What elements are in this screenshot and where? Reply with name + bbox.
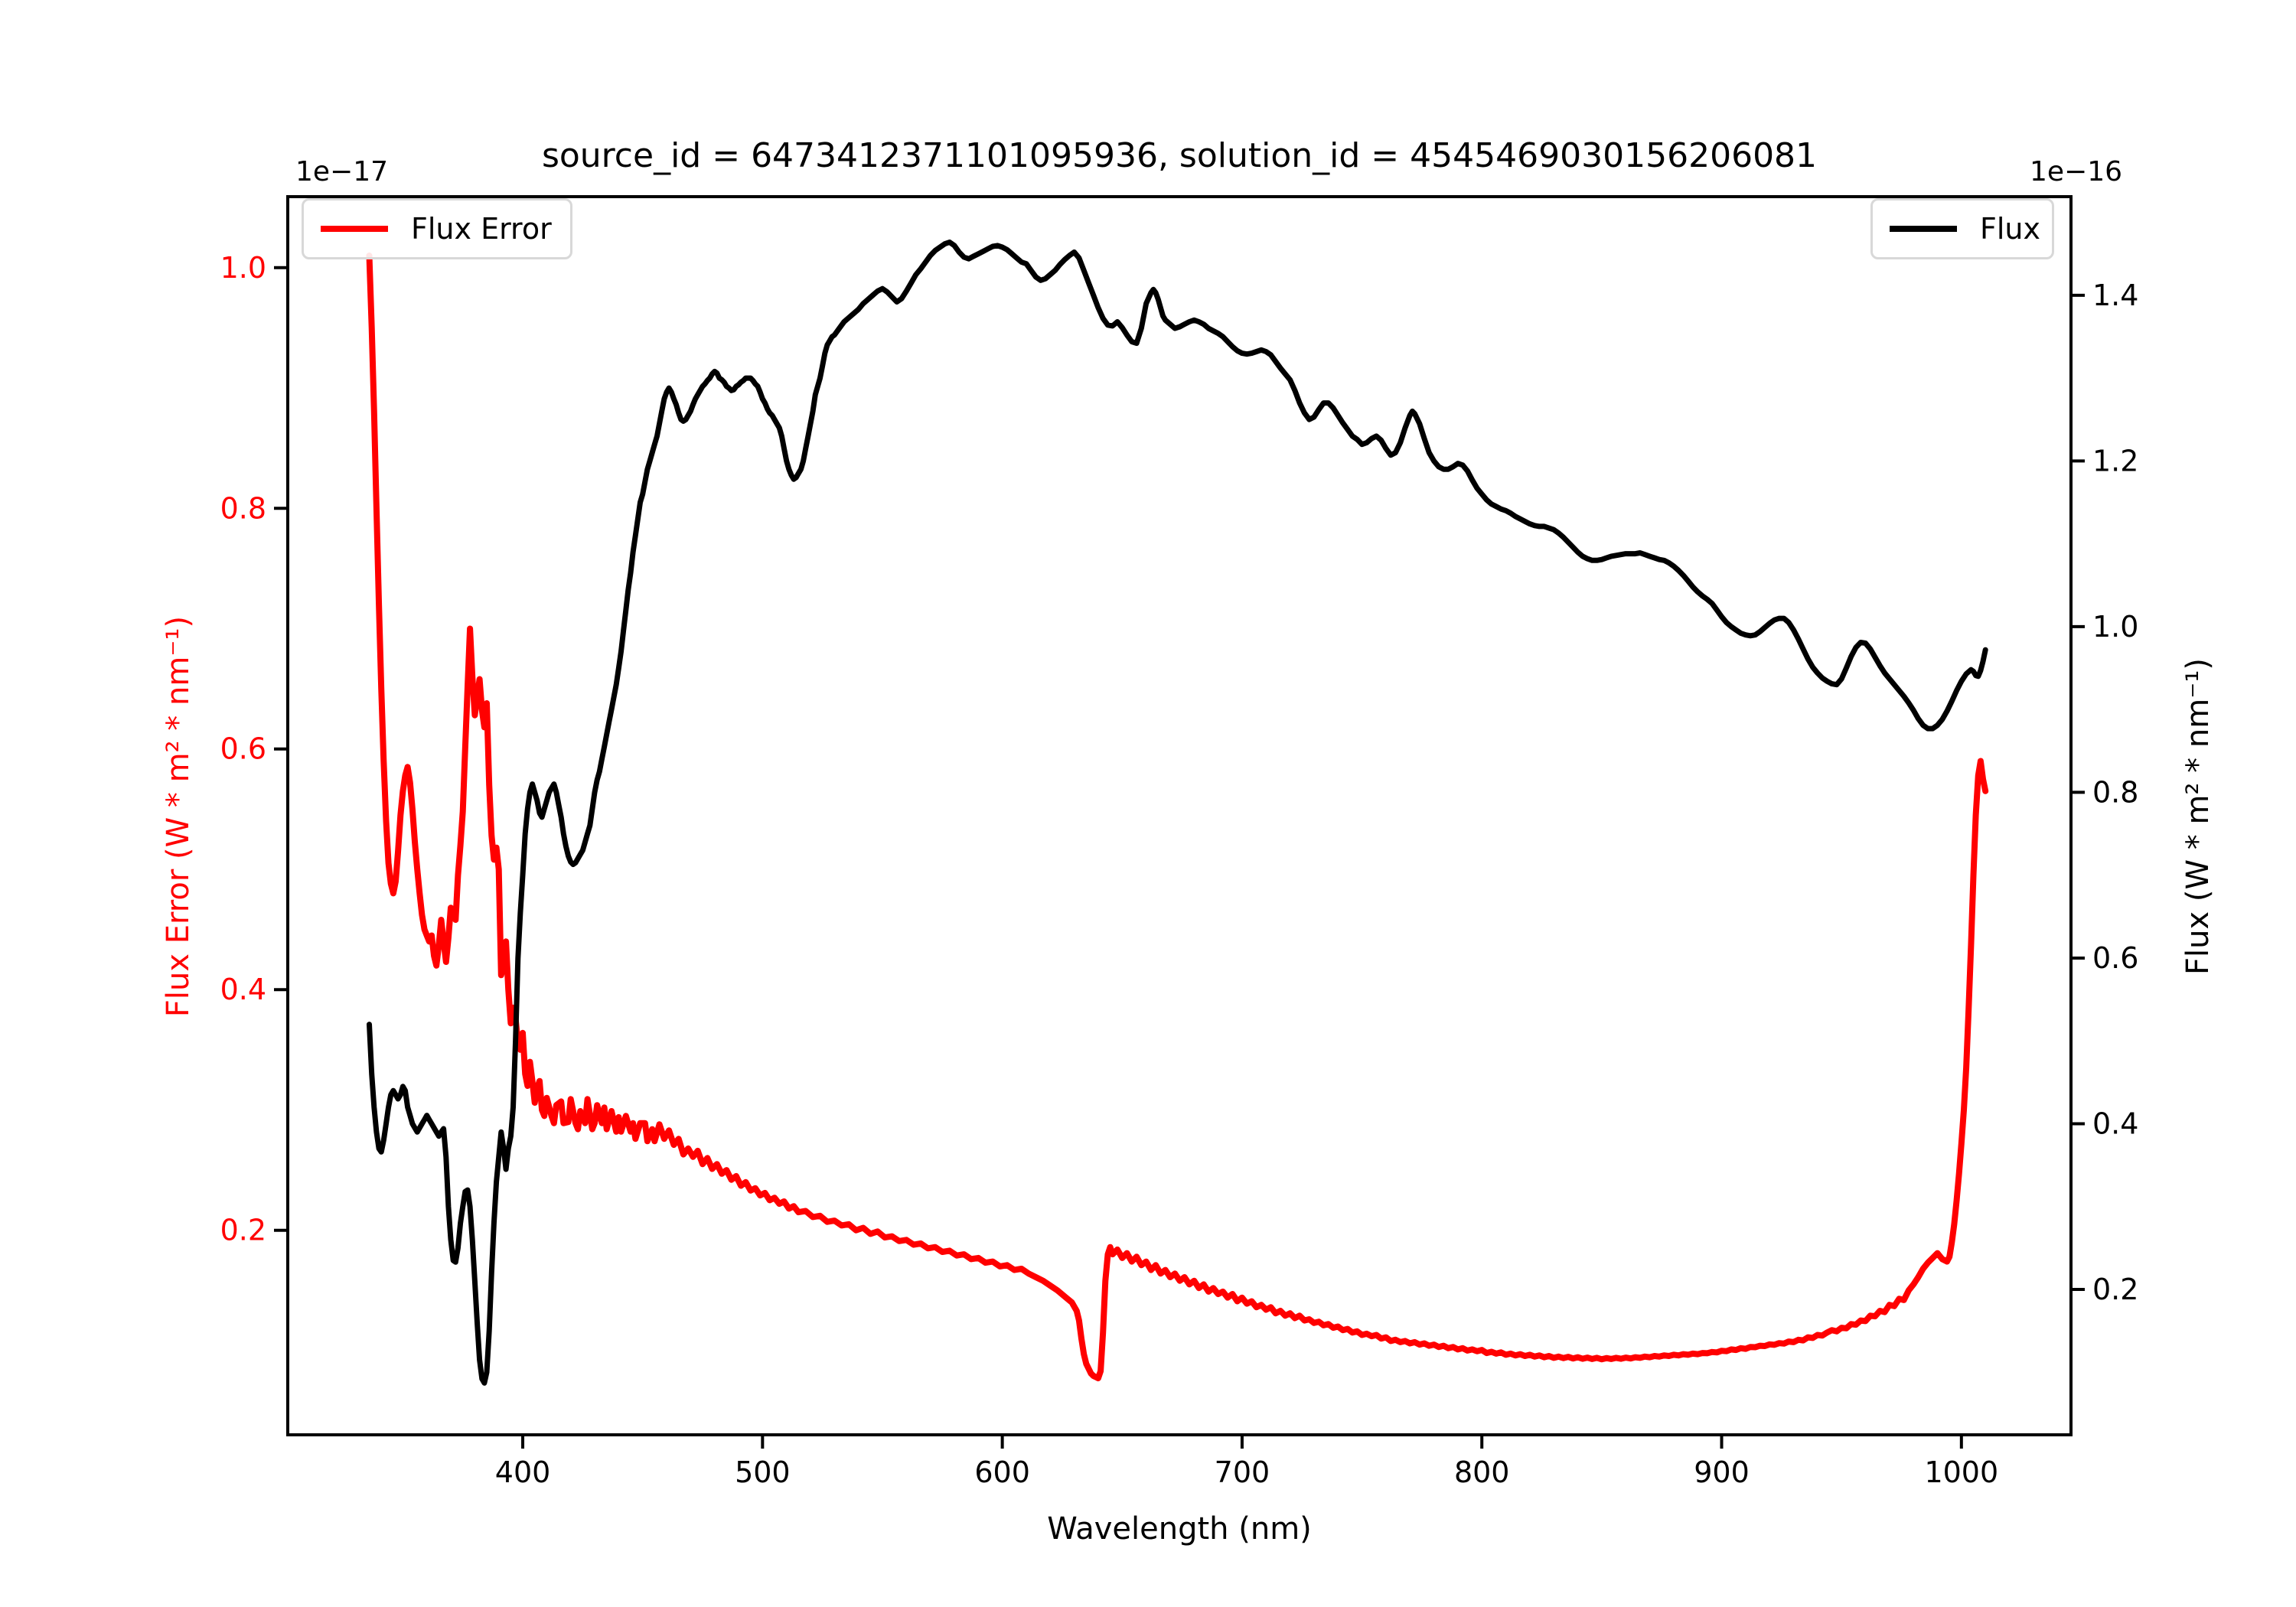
legend-flux-label: Flux (1980, 212, 2040, 246)
flux-error-line-sample (321, 226, 388, 232)
left-y-tick-label: 1.0 (220, 251, 266, 285)
series-flux (367, 240, 1988, 1386)
right-y-tick-label: 1.0 (2092, 610, 2138, 644)
right-y-tick-label: 0.4 (2092, 1107, 2138, 1140)
x-tick-label: 500 (735, 1455, 791, 1489)
x-axis-label: Wavelength (nm) (1047, 1511, 1312, 1547)
right-axis-offset-label: 1e−16 (2030, 156, 2123, 187)
left-y-tick-label: 0.4 (220, 973, 266, 1006)
right-y-tick-label: 1.4 (2092, 279, 2138, 312)
legend-flux-error-label: Flux Error (411, 212, 552, 246)
left-y-tick-label: 0.6 (220, 732, 266, 766)
x-tick-label: 900 (1694, 1455, 1750, 1489)
x-tick-label: 800 (1454, 1455, 1510, 1489)
series-flux-error (366, 253, 1989, 1382)
flux-line-sample (1890, 226, 1957, 232)
x-tick-label: 700 (1215, 1455, 1270, 1489)
page-title: source_id = 6473412371101095936, solutio… (541, 136, 1818, 175)
x-tick-label: 400 (495, 1455, 551, 1489)
left-axis-offset-label: 1e−17 (295, 156, 389, 187)
right-y-tick-label: 0.6 (2092, 941, 2138, 975)
left-y-tick-label: 0.2 (220, 1214, 266, 1247)
right-y-axis-label: Flux (W * m² * nm⁻¹) (2180, 658, 2216, 975)
right-y-tick-label: 1.2 (2092, 444, 2138, 478)
legend-flux-error: Flux Error (302, 198, 572, 259)
x-tick-label: 600 (974, 1455, 1030, 1489)
right-y-tick-label: 0.8 (2092, 775, 2138, 809)
plot-frame (286, 195, 2073, 1436)
x-tick-label: 1000 (1924, 1455, 1998, 1489)
right-y-tick-label: 0.2 (2092, 1273, 2138, 1306)
legend-flux: Flux (1870, 198, 2054, 259)
left-y-tick-label: 0.8 (220, 491, 266, 525)
left-y-axis-label: Flux Error (W * m² * nm⁻¹) (161, 615, 196, 1018)
